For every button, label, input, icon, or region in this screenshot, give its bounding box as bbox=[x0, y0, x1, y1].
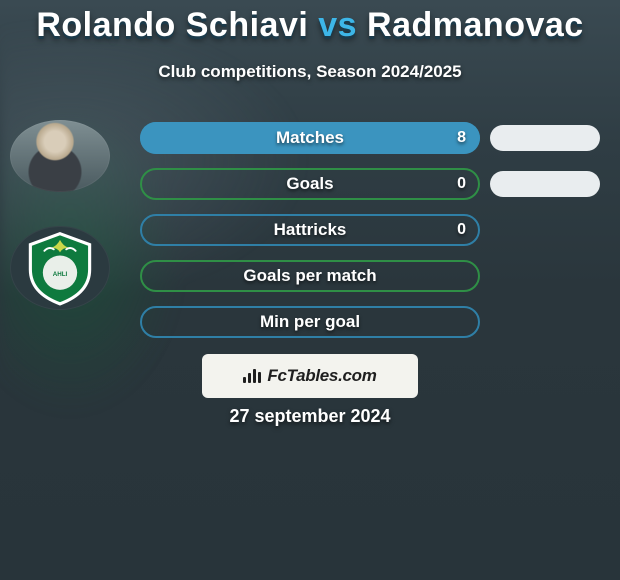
stat-pill-track bbox=[140, 168, 480, 200]
stat-pill-track bbox=[140, 214, 480, 246]
stat-row: Matches8 bbox=[140, 122, 600, 154]
subtitle: Club competitions, Season 2024/2025 bbox=[0, 62, 620, 82]
page-title: Rolando Schiavi vs Radmanovac bbox=[0, 6, 620, 45]
player-avatar bbox=[10, 120, 110, 192]
stat-pill-fill bbox=[140, 122, 480, 154]
date-text: 27 september 2024 bbox=[0, 406, 620, 427]
stat-row: Goals0 bbox=[140, 168, 600, 200]
avatar-column: AHLI bbox=[10, 120, 120, 344]
brand-text: FcTables.com bbox=[267, 366, 376, 386]
stat-pill-track bbox=[140, 260, 480, 292]
shield-icon: AHLI bbox=[21, 229, 99, 307]
stat-rows: Matches8 Goals0 Hattricks0 Goals per match M… bbox=[140, 122, 600, 352]
stat-pill-right bbox=[490, 125, 600, 151]
footer-brand-box: FcTables.com bbox=[202, 354, 418, 398]
stat-pill-right bbox=[490, 171, 600, 197]
title-player1: Rolando Schiavi bbox=[36, 6, 308, 44]
comparison-card: Rolando Schiavi vs Radmanovac Club compe… bbox=[0, 0, 620, 580]
stat-pill-track bbox=[140, 306, 480, 338]
bars-icon bbox=[243, 369, 261, 383]
stat-row: Hattricks0 bbox=[140, 214, 600, 246]
title-player2: Radmanovac bbox=[367, 6, 584, 44]
club-crest: AHLI bbox=[10, 226, 110, 310]
svg-text:AHLI: AHLI bbox=[53, 271, 68, 278]
stat-row: Min per goal bbox=[140, 306, 600, 338]
stat-row: Goals per match bbox=[140, 260, 600, 292]
title-vs: vs bbox=[318, 6, 357, 44]
